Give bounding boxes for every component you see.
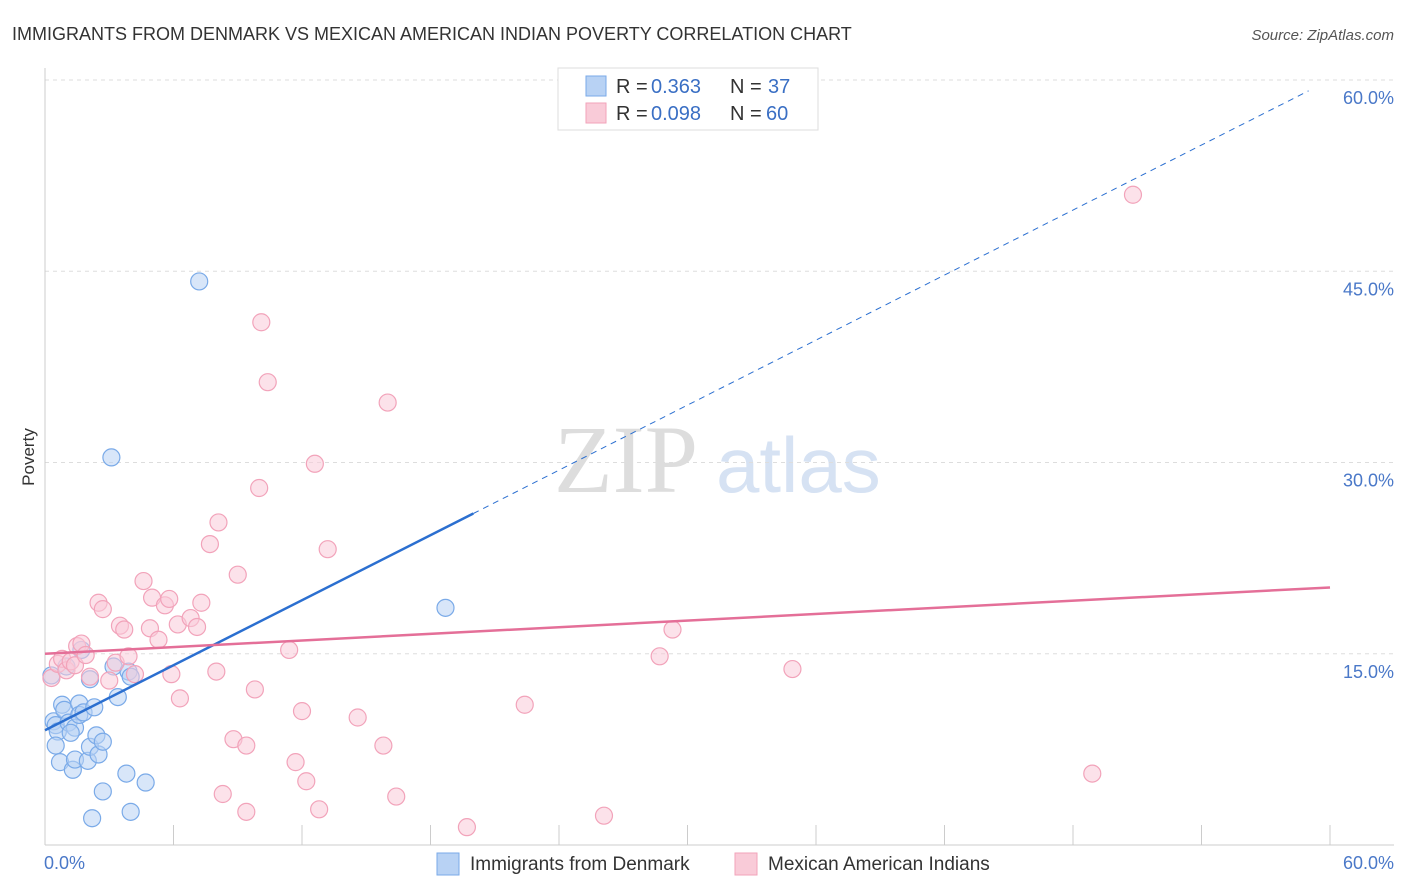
- trend-line-mexican: [44, 586, 1331, 655]
- bottom-legend-label-denmark: Immigrants from Denmark: [470, 854, 690, 875]
- legend-r-value-mexican: 0.098: [651, 103, 701, 125]
- point-mexican: [80, 667, 100, 686]
- point-mexican: [115, 620, 134, 639]
- trend-line-denmark: [44, 512, 474, 732]
- point-mexican: [252, 313, 271, 332]
- point-mexican: [297, 772, 316, 791]
- point-mexican: [650, 647, 669, 666]
- point-mexican: [1123, 185, 1143, 204]
- chart-title: IMMIGRANTS FROM DENMARK VS MEXICAN AMERI…: [12, 24, 852, 44]
- legend-r-value-denmark: 0.363: [651, 76, 701, 98]
- y-tick-label: 45.0%: [1343, 279, 1394, 299]
- point-mexican: [1083, 764, 1102, 783]
- point-mexican: [213, 784, 232, 804]
- y-tick-labels: 15.0% 30.0% 45.0% 60.0%: [1343, 88, 1394, 682]
- legend-n-label-mexican: N =: [730, 103, 762, 125]
- gridlines: [45, 79, 1394, 655]
- point-mexican: [783, 659, 802, 679]
- point-mexican: [286, 753, 305, 772]
- y-tick-label: 15.0%: [1343, 662, 1394, 682]
- legend-n-value-mexican: 60: [766, 103, 788, 125]
- point-mexican: [170, 689, 190, 708]
- point-denmark: [93, 782, 112, 801]
- point-mexican: [119, 647, 138, 666]
- point-mexican: [594, 806, 614, 825]
- point-mexican: [209, 513, 228, 532]
- legend-swatch-mexican: [585, 102, 607, 124]
- point-denmark: [93, 732, 112, 751]
- point-mexican: [292, 702, 312, 721]
- legend-swatch-denmark: [585, 75, 607, 97]
- point-mexican: [318, 540, 337, 559]
- point-mexican: [663, 620, 682, 639]
- point-denmark: [136, 773, 155, 792]
- point-mexican: [515, 695, 534, 714]
- point-mexican: [187, 617, 207, 637]
- point-denmark: [83, 809, 102, 828]
- point-mexican: [134, 571, 153, 591]
- point-mexican: [76, 645, 95, 665]
- chart-source: Source: ZipAtlas.com: [1251, 27, 1394, 44]
- point-mexican: [457, 818, 477, 837]
- point-denmark: [117, 764, 136, 783]
- point-mexican: [280, 640, 299, 660]
- y-tick-label: 30.0%: [1343, 471, 1394, 491]
- trend-line-denmark-extension: [473, 90, 1309, 514]
- bottom-legend-label-mexican: Mexican American Indians: [768, 854, 990, 875]
- point-mexican: [237, 802, 256, 821]
- legend-n-value-denmark: 37: [768, 76, 790, 98]
- point-mexican: [200, 534, 220, 554]
- axes: [44, 68, 1394, 846]
- series-mexican-american-indians: [42, 185, 1143, 837]
- point-mexican: [387, 787, 406, 806]
- watermark-zip: ZIP: [554, 406, 698, 513]
- correlation-legend: R = 0.363 N = 37 R = 0.098 N = 60: [557, 67, 819, 131]
- point-mexican: [310, 800, 329, 819]
- point-denmark: [121, 802, 140, 821]
- x-tick-label-min: 0.0%: [44, 853, 85, 873]
- bottom-legend-swatch-denmark: [436, 852, 460, 876]
- point-mexican: [160, 589, 179, 609]
- point-mexican: [250, 478, 269, 498]
- point-denmark: [46, 736, 65, 755]
- point-denmark: [61, 723, 80, 742]
- point-mexican: [378, 393, 397, 412]
- point-mexican: [305, 454, 324, 473]
- point-mexican: [149, 630, 168, 649]
- point-mexican: [100, 671, 119, 690]
- point-mexican: [93, 600, 112, 619]
- point-denmark: [102, 448, 121, 467]
- point-denmark: [190, 272, 209, 291]
- y-axis-label: Poverty: [19, 428, 38, 486]
- point-mexican: [228, 565, 247, 584]
- point-denmark: [436, 598, 455, 617]
- point-mexican: [192, 593, 211, 612]
- point-mexican: [125, 665, 145, 684]
- point-mexican: [348, 708, 367, 727]
- y-tick-label: 60.0%: [1343, 88, 1394, 108]
- trend-lines: [44, 90, 1331, 732]
- point-mexican: [245, 680, 264, 699]
- x-tick-label-max: 60.0%: [1343, 853, 1394, 873]
- point-mexican: [258, 373, 277, 392]
- watermark-atlas: atlas: [716, 421, 881, 509]
- legend-r-label-denmark: R =: [616, 76, 648, 98]
- legend-r-label-mexican: R =: [616, 103, 648, 125]
- bottom-legend-swatch-mexican: [734, 852, 758, 876]
- series-legend: Immigrants from Denmark Mexican American…: [436, 852, 990, 876]
- legend-n-label-denmark: N =: [730, 76, 762, 98]
- point-mexican: [207, 662, 226, 681]
- point-mexican: [237, 736, 256, 755]
- point-mexican: [374, 736, 393, 755]
